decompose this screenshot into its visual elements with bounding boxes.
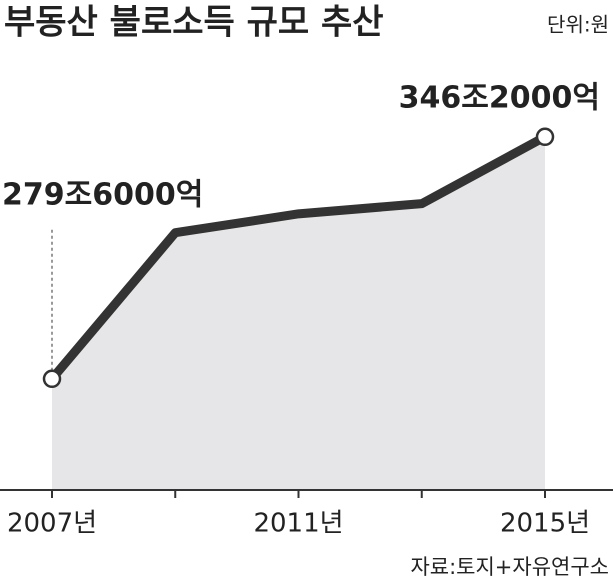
area	[52, 136, 545, 490]
x-tick-label: 2011년	[253, 509, 343, 539]
value-label: 346조2000억	[399, 80, 600, 115]
unit-note: 단위:원	[547, 13, 609, 37]
source-note: 자료:토지+자유연구소	[410, 555, 609, 579]
marker	[42, 369, 62, 389]
chart-title: 부동산 불로소득 규모 추산	[4, 3, 384, 43]
x-tick-label: 2007년	[7, 509, 97, 539]
marker	[535, 127, 555, 147]
line	[48, 132, 548, 382]
x-tick-label: 2015년	[500, 509, 590, 539]
value-label: 279조6000억	[2, 178, 203, 213]
